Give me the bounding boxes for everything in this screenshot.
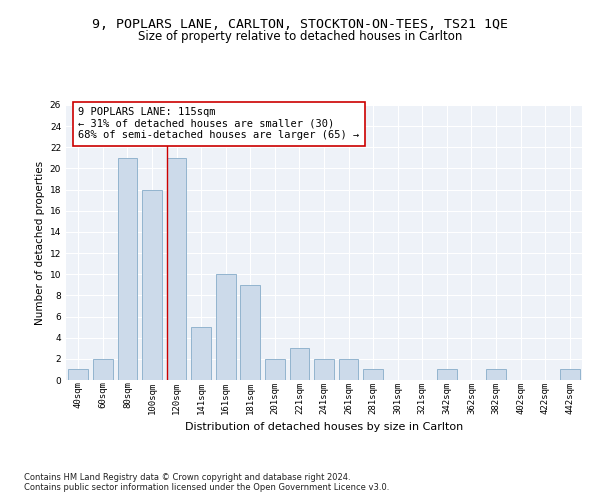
Bar: [142, 190, 162, 380]
Bar: [314, 359, 334, 380]
X-axis label: Distribution of detached houses by size in Carlton: Distribution of detached houses by size …: [185, 422, 463, 432]
Bar: [68, 370, 88, 380]
Bar: [437, 370, 457, 380]
Bar: [118, 158, 137, 380]
Bar: [339, 359, 358, 380]
Text: Size of property relative to detached houses in Carlton: Size of property relative to detached ho…: [138, 30, 462, 43]
Bar: [191, 327, 211, 380]
Text: 9 POPLARS LANE: 115sqm
← 31% of detached houses are smaller (30)
68% of semi-det: 9 POPLARS LANE: 115sqm ← 31% of detached…: [78, 107, 359, 140]
Bar: [290, 348, 309, 380]
Bar: [93, 359, 113, 380]
Bar: [216, 274, 236, 380]
Y-axis label: Number of detached properties: Number of detached properties: [35, 160, 46, 324]
Bar: [265, 359, 284, 380]
Bar: [486, 370, 506, 380]
Bar: [364, 370, 383, 380]
Bar: [560, 370, 580, 380]
Text: 9, POPLARS LANE, CARLTON, STOCKTON-ON-TEES, TS21 1QE: 9, POPLARS LANE, CARLTON, STOCKTON-ON-TE…: [92, 18, 508, 30]
Text: Contains HM Land Registry data © Crown copyright and database right 2024.
Contai: Contains HM Land Registry data © Crown c…: [24, 472, 389, 492]
Bar: [167, 158, 187, 380]
Bar: [241, 285, 260, 380]
